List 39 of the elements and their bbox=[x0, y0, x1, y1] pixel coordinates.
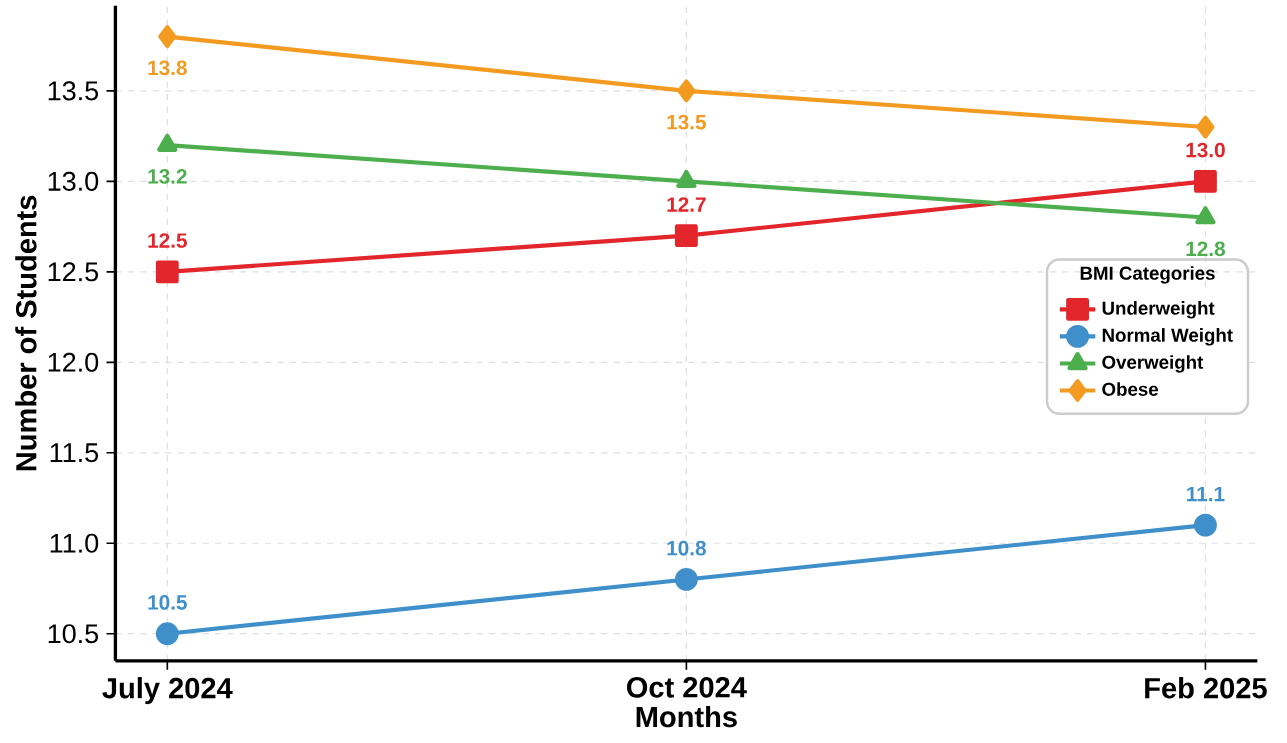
x-tick-label: July 2024 bbox=[102, 677, 233, 705]
legend-label: Obese bbox=[1102, 382, 1159, 397]
x-tick-label: Oct 2024 bbox=[626, 677, 747, 698]
point bbox=[1196, 115, 1215, 139]
data-label: 13.5 bbox=[667, 115, 706, 130]
y-tick-label: 11.5 bbox=[50, 443, 99, 463]
y-tick-label: 13.5 bbox=[48, 81, 99, 101]
point bbox=[674, 224, 698, 248]
point bbox=[677, 79, 696, 103]
data-label: 12.7 bbox=[667, 197, 706, 212]
y-tick-label: 12.5 bbox=[48, 262, 99, 282]
data-label: 13.2 bbox=[148, 169, 187, 185]
point bbox=[155, 622, 179, 646]
data-label: 13.0 bbox=[1186, 142, 1225, 158]
x-tick-label: Feb 2025 bbox=[1145, 677, 1267, 699]
data-label: 13.8 bbox=[148, 60, 187, 76]
legend-label: Overweight bbox=[1102, 355, 1204, 373]
legend-label: Underweight bbox=[1102, 301, 1215, 319]
point bbox=[674, 568, 698, 592]
point bbox=[158, 25, 177, 49]
legend-title: BMI Categories bbox=[1080, 266, 1215, 284]
point bbox=[1195, 206, 1216, 225]
data-label: 12.5 bbox=[148, 233, 187, 249]
y-tick-label: 10.5 bbox=[48, 624, 99, 644]
data-label: 10.5 bbox=[148, 595, 187, 611]
data-label: 11.1 bbox=[1187, 487, 1225, 502]
data-label: 12.8 bbox=[1186, 241, 1225, 257]
legend-label: Normal Weight bbox=[1102, 328, 1233, 346]
point bbox=[1194, 170, 1217, 193]
y-tick-label: 11.0 bbox=[50, 533, 99, 554]
point bbox=[157, 133, 178, 153]
x-axis-title: Months bbox=[636, 706, 737, 728]
point bbox=[676, 170, 697, 189]
y-axis-title: Number of Students bbox=[15, 195, 37, 471]
y-tick-label: 13.0 bbox=[48, 172, 99, 192]
data-label: 10.8 bbox=[667, 541, 706, 556]
y-tick-label: 12.0 bbox=[48, 352, 99, 373]
point bbox=[1194, 513, 1217, 537]
point bbox=[155, 260, 179, 284]
